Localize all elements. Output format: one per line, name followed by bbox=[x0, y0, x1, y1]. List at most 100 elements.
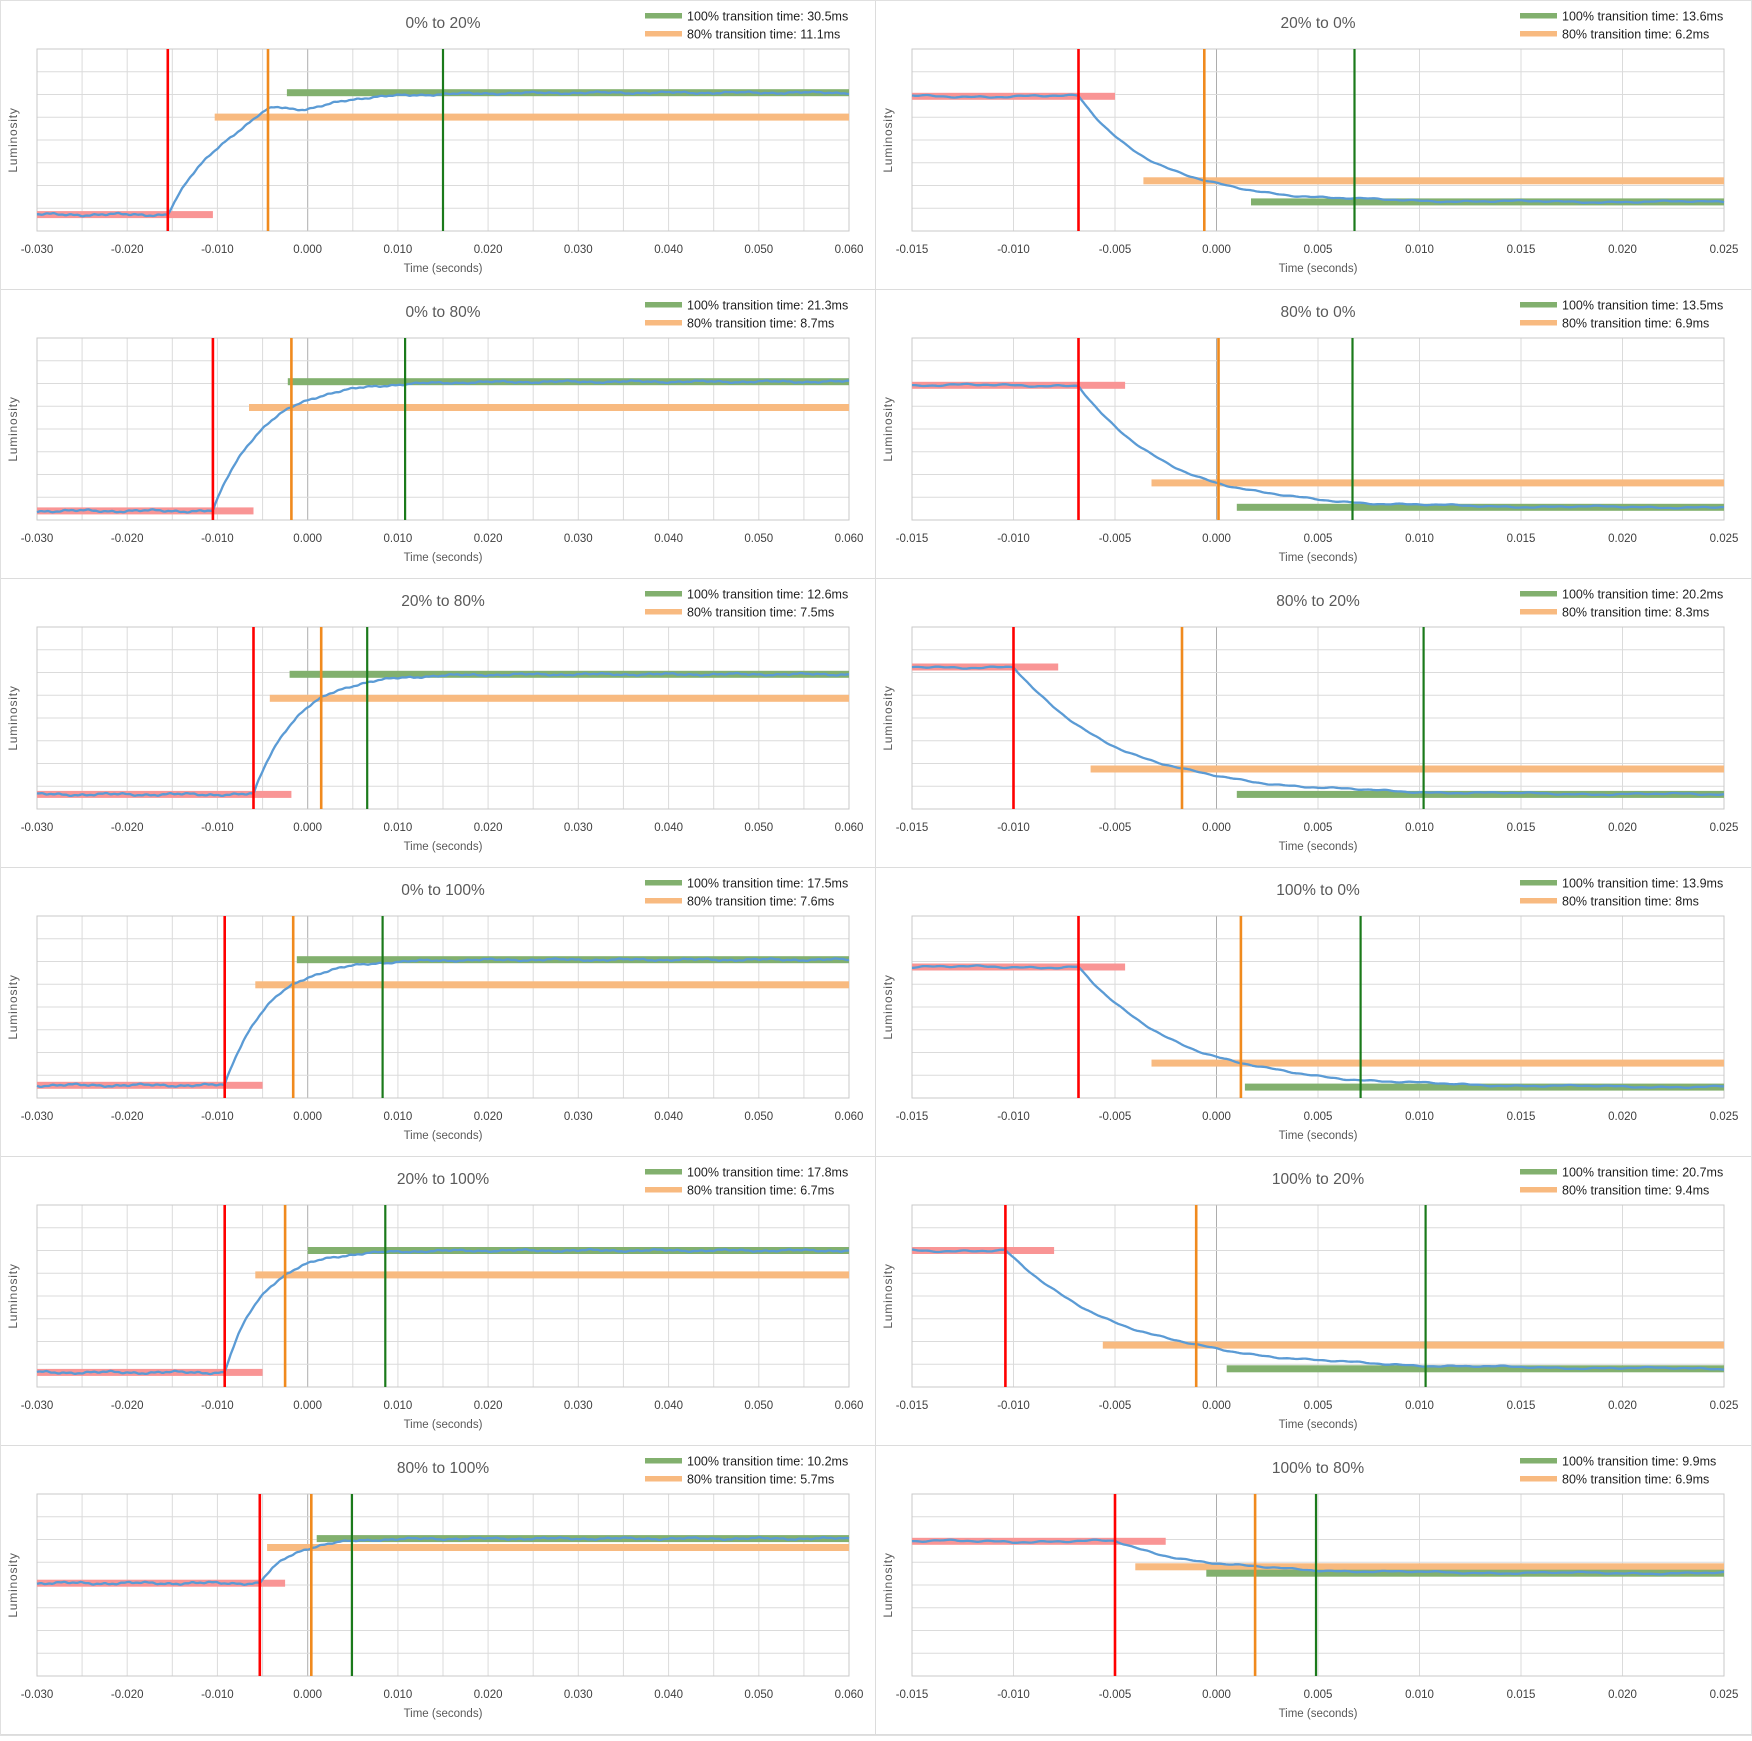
y-axis-title: Luminosity bbox=[6, 396, 20, 461]
x-tick-label: -0.005 bbox=[1099, 1689, 1132, 1701]
x-tick-label: -0.030 bbox=[21, 1111, 54, 1123]
x-tick-label: -0.005 bbox=[1099, 1400, 1132, 1412]
chart-legend: 100% transition time: 17.5ms 80% transiti… bbox=[645, 877, 848, 909]
x-tick-label: 0.000 bbox=[293, 1689, 322, 1701]
x-tick-label: 0.020 bbox=[474, 1689, 503, 1701]
x-tick-label: 0.020 bbox=[1608, 244, 1637, 256]
chart-80-to-20: 80% to 20% 100% transition time: 20.2ms 80… bbox=[876, 579, 1751, 868]
x-axis-title: Time (seconds) bbox=[404, 1708, 483, 1720]
luminosity-curve bbox=[912, 382, 1725, 510]
x-tick-label: 0.030 bbox=[564, 1689, 593, 1701]
chart-20-to-80: 20% to 80% 100% transition time: 12.6ms 80… bbox=[1, 579, 876, 868]
x-tick-label: 0.040 bbox=[654, 1111, 683, 1123]
legend-100-label: 100% transition time: 13.6ms bbox=[1562, 10, 1723, 24]
x-axis-title: Time (seconds) bbox=[404, 1130, 483, 1142]
x-tick-label: 0.010 bbox=[1405, 822, 1434, 834]
chart-0-to-100: 0% to 100% 100% transition time: 17.5ms 80… bbox=[1, 868, 876, 1157]
legend-100-label: 100% transition time: 17.8ms bbox=[687, 1166, 848, 1180]
luminosity-curve bbox=[911, 665, 1725, 797]
chart-0-to-20: 0% to 20% 100% transition time: 30.5ms 80%… bbox=[1, 1, 876, 290]
x-tick-label: 0.000 bbox=[1202, 533, 1231, 545]
plot-gridlines bbox=[911, 1494, 1725, 1676]
chart-canvas: 100% to 80% 100% transition time: 9.9ms 80… bbox=[881, 1455, 1738, 1721]
y-axis-title: Luminosity bbox=[6, 685, 20, 750]
x-tick-label: 0.060 bbox=[835, 822, 864, 834]
final-level-bar bbox=[1244, 1083, 1724, 1091]
chart-100-to-0: 100% to 0% 100% transition time: 13.9ms 80… bbox=[876, 868, 1751, 1157]
chart-100-to-20: 100% to 20% 100% transition time: 20.7ms 8… bbox=[876, 1157, 1751, 1446]
plot-border bbox=[36, 626, 850, 810]
x-tick-label: 0.030 bbox=[564, 1111, 593, 1123]
threshold-80-bar bbox=[1135, 1563, 1724, 1571]
legend-100-label: 100% transition time: 17.5ms bbox=[687, 877, 848, 891]
x-tick-label: 0.015 bbox=[1507, 1111, 1536, 1123]
luminosity-curve bbox=[912, 964, 1725, 1089]
x-tick-label: 0.010 bbox=[1405, 533, 1434, 545]
plot-gridlines bbox=[36, 1205, 850, 1387]
y-axis-title: Luminosity bbox=[6, 974, 20, 1039]
plot-border bbox=[36, 337, 850, 521]
plot-border bbox=[36, 915, 850, 1099]
x-tick-labels: -0.030 -0.020 -0.010 0.000 0.010 0.020 0.030 0.… bbox=[21, 1400, 864, 1412]
chart-canvas: 80% to 0% 100% transition time: 13.5ms 80%… bbox=[881, 299, 1738, 565]
legend-100-swatch bbox=[645, 880, 682, 886]
x-tick-label: 0.010 bbox=[384, 1400, 413, 1412]
x-tick-label: 0.005 bbox=[1304, 533, 1333, 545]
x-tick-label: 0.010 bbox=[1405, 1111, 1434, 1123]
chart-canvas: 0% to 100% 100% transition time: 17.5ms 80… bbox=[6, 877, 864, 1143]
x-tick-labels: -0.015 -0.010 -0.005 0.000 0.005 0.010 0.015 0.… bbox=[896, 822, 1739, 834]
x-tick-label: 0.005 bbox=[1304, 1400, 1333, 1412]
y-axis-title: Luminosity bbox=[6, 107, 20, 172]
x-tick-label: -0.010 bbox=[201, 1689, 234, 1701]
x-tick-label: 0.025 bbox=[1710, 822, 1739, 834]
x-tick-label: 0.005 bbox=[1304, 822, 1333, 834]
x-tick-label: -0.015 bbox=[896, 1689, 929, 1701]
x-tick-label: 0.060 bbox=[835, 533, 864, 545]
chart-legend: 100% transition time: 20.2ms 80% transiti… bbox=[1520, 588, 1723, 620]
legend-100-swatch bbox=[645, 302, 682, 308]
plot-gridlines bbox=[911, 1205, 1725, 1387]
x-tick-label: -0.010 bbox=[997, 822, 1030, 834]
legend-80-swatch bbox=[1520, 320, 1557, 326]
x-tick-label: -0.010 bbox=[997, 533, 1030, 545]
legend-80-swatch bbox=[1520, 609, 1557, 615]
chart-title: 100% to 0% bbox=[1276, 882, 1360, 899]
x-tick-label: 0.005 bbox=[1304, 1689, 1333, 1701]
x-tick-label: 0.020 bbox=[1608, 1400, 1637, 1412]
x-tick-label: -0.005 bbox=[1099, 244, 1132, 256]
x-tick-label: 0.050 bbox=[744, 1111, 773, 1123]
legend-80-swatch bbox=[1520, 1187, 1557, 1193]
chart-legend: 100% transition time: 20.7ms 80% transiti… bbox=[1520, 1166, 1723, 1198]
x-tick-label: -0.010 bbox=[201, 244, 234, 256]
x-tick-label: -0.030 bbox=[21, 822, 54, 834]
x-tick-label: -0.010 bbox=[201, 822, 234, 834]
x-tick-label: 0.010 bbox=[1405, 1689, 1434, 1701]
x-tick-label: 0.000 bbox=[1202, 244, 1231, 256]
chart-20-to-100: 20% to 100% 100% transition time: 17.8ms 8… bbox=[1, 1157, 876, 1446]
y-axis-title: Luminosity bbox=[881, 685, 895, 750]
y-axis-title: Luminosity bbox=[6, 1552, 20, 1617]
legend-80-swatch bbox=[645, 1187, 682, 1193]
x-tick-label: 0.015 bbox=[1507, 1689, 1536, 1701]
x-axis-title: Time (seconds) bbox=[1279, 552, 1358, 564]
x-tick-label: 0.025 bbox=[1710, 1111, 1739, 1123]
plot-gridlines bbox=[36, 916, 850, 1098]
chart-legend: 100% transition time: 10.2ms 80% transiti… bbox=[645, 1455, 848, 1487]
chart-80-to-100: 80% to 100% 100% transition time: 10.2ms 8… bbox=[1, 1446, 876, 1735]
legend-80-swatch bbox=[645, 31, 682, 37]
plot-border bbox=[36, 1204, 850, 1388]
y-axis-title: Luminosity bbox=[881, 1552, 895, 1617]
legend-80-label: 80% transition time: 7.6ms bbox=[687, 895, 834, 909]
x-tick-label: -0.015 bbox=[896, 533, 929, 545]
x-tick-label: 0.000 bbox=[293, 1400, 322, 1412]
x-tick-label: 0.030 bbox=[564, 244, 593, 256]
x-tick-labels: -0.030 -0.020 -0.010 0.000 0.010 0.020 0.030 0.… bbox=[21, 244, 864, 256]
x-tick-label: 0.005 bbox=[1304, 244, 1333, 256]
x-tick-label: 0.060 bbox=[835, 1400, 864, 1412]
x-tick-label: 0.015 bbox=[1507, 244, 1536, 256]
threshold-80-bar bbox=[1151, 1059, 1724, 1067]
x-tick-label: 0.060 bbox=[835, 1111, 864, 1123]
x-tick-label: 0.040 bbox=[654, 244, 683, 256]
x-tick-label: 0.010 bbox=[1405, 244, 1434, 256]
x-tick-label: 0.040 bbox=[654, 1400, 683, 1412]
